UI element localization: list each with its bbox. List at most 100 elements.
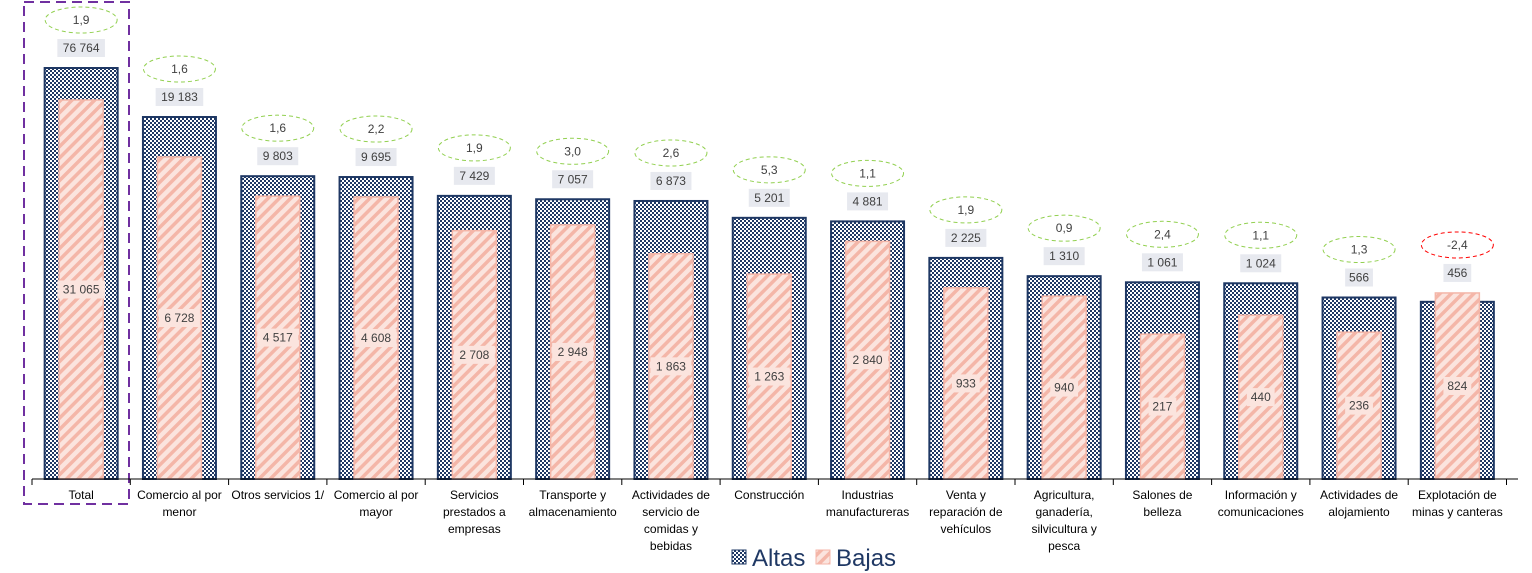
category-label: Transporte y (539, 488, 606, 502)
category-label: ganadería, (1035, 505, 1092, 519)
total-highlight-box (23, 1, 130, 505)
altas-value-label: 6 873 (656, 174, 686, 188)
bajas-value-label: 6 728 (164, 311, 194, 325)
legend-swatch-bajas (815, 549, 831, 565)
bars-layer (23, 1, 1495, 505)
category-label: alojamiento (1328, 505, 1390, 519)
growth-ellipse (1420, 231, 1494, 259)
category-label: Industrias (842, 488, 894, 502)
category-label: Otros servicios 1/ (231, 488, 324, 502)
bajas-label-box (158, 309, 200, 327)
category-label: vehículos (940, 522, 991, 536)
legend-swatch-altas (731, 549, 747, 565)
growth-ellipse (1125, 220, 1199, 248)
bajas-label-box (552, 342, 594, 361)
growth-ellipse (142, 55, 216, 83)
category-label: Actividades de (632, 488, 710, 502)
category-label: Servicios (450, 488, 499, 502)
altas-label-box (453, 166, 495, 185)
category-label: Actividades de (1320, 488, 1398, 502)
growth-ellipse (536, 137, 610, 165)
bajas-value-label: 236 (1349, 399, 1369, 413)
category-label: Agricultura, (1034, 488, 1095, 502)
growth-ellipse (44, 6, 118, 34)
growth-label: 1,6 (269, 121, 286, 135)
growth-label: 1,9 (958, 203, 975, 217)
bajas-value-label: 440 (1251, 390, 1271, 404)
bajas-value-label: 2 948 (558, 345, 588, 359)
altas-value-label: 19 183 (161, 90, 198, 104)
altas-label-box (552, 170, 594, 189)
altas-label-box (1043, 247, 1085, 266)
bajas-label-box (847, 351, 889, 370)
category-label: servicio de (642, 505, 700, 519)
legend-label-bajas: Bajas (836, 545, 896, 572)
altas-value-label: 76 764 (63, 41, 100, 55)
altas-label-box (1240, 254, 1282, 273)
altas-label-box (748, 188, 790, 207)
altas-value-label: 4 881 (853, 194, 883, 208)
altas-label-box (1141, 253, 1183, 272)
bajas-label-box (1246, 388, 1275, 407)
altas-label-box (945, 228, 987, 247)
bajas-value-label: 2 840 (853, 353, 883, 367)
growth-label: 5,3 (761, 163, 778, 177)
altas-label-box (155, 88, 204, 106)
growth-label: 2,6 (663, 146, 680, 160)
altas-value-label: 1 024 (1246, 256, 1276, 270)
altas-value-label: 1 310 (1049, 249, 1079, 263)
growth-ellipse (732, 156, 806, 184)
bajas-label-box (355, 329, 397, 348)
x-axis-ticks (31, 479, 1507, 485)
altas-value-label: 7 429 (459, 169, 489, 183)
category-label: menor (162, 505, 196, 519)
growth-ellipse (437, 134, 511, 162)
bajas-bar (1041, 295, 1087, 480)
growth-label: 3,0 (564, 144, 581, 158)
category-label: bebidas (650, 539, 692, 553)
category-label: pesca (1048, 539, 1080, 553)
altas-label-box (257, 147, 299, 166)
altas-label-box (847, 192, 889, 211)
altas-label-box (1345, 268, 1373, 287)
growth-ellipse (1027, 214, 1101, 242)
bajas-label-box (453, 345, 495, 364)
bajas-label-box (257, 328, 299, 347)
bajas-label-box (1443, 376, 1472, 395)
bajas-value-label: 940 (1054, 381, 1074, 395)
category-label: minas y canteras (1412, 505, 1503, 519)
category-label: Construcción (734, 488, 804, 502)
growth-label: 0,9 (1056, 221, 1073, 235)
category-label: manufactureras (826, 505, 909, 519)
category-label: reparación de (929, 505, 1003, 519)
category-label: Comercio al por (334, 488, 419, 502)
altas-label-box (1443, 263, 1472, 282)
growth-ellipse (339, 115, 413, 143)
legend: Altas Bajas (731, 545, 896, 572)
growth-label: 1,1 (859, 166, 876, 180)
bajas-label-box (748, 367, 790, 386)
labels-layer: 76 764 31 065 1,9 19 183 6 728 1,6 9 803 4 517 1… (44, 6, 1494, 416)
growth-ellipse (634, 139, 708, 167)
altas-value-label: 5 201 (754, 191, 784, 205)
bajas-value-label: 1 263 (754, 370, 784, 384)
category-label: almacenamiento (529, 505, 617, 519)
bajas-label-box (951, 374, 980, 393)
category-label: comunicaciones (1218, 505, 1304, 519)
category-label: Información y (1225, 488, 1297, 502)
growth-label: 1,3 (1351, 242, 1368, 256)
growth-ellipse (1322, 235, 1396, 263)
bajas-label-box (650, 357, 692, 376)
category-label: Total (68, 488, 93, 502)
category-label: belleza (1143, 505, 1181, 519)
growth-label: 1,6 (171, 62, 188, 76)
altas-value-label: 456 (1447, 266, 1467, 280)
growth-label: -2,4 (1447, 238, 1468, 252)
category-label: mayor (359, 505, 392, 519)
category-label: Venta y (946, 488, 986, 502)
category-label: Explotación de (1418, 488, 1497, 502)
altas-value-label: 2 225 (951, 231, 981, 245)
growth-label: 2,2 (368, 122, 385, 136)
altas-value-label: 1 061 (1147, 255, 1177, 269)
category-label: comidas y (644, 522, 698, 536)
